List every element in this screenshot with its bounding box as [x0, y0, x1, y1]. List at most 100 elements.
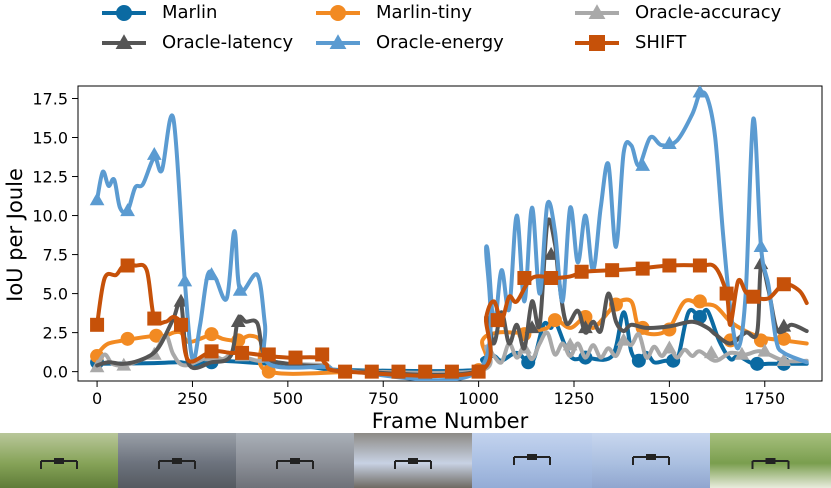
drone-silhouette-icon: [276, 458, 314, 469]
series-line-marlin-tiny: [95, 297, 809, 376]
data-point-oracle-energy: [635, 157, 651, 171]
x-tick-label: 1250: [554, 389, 595, 408]
x-tick-label: 500: [273, 389, 304, 408]
frame-thumbnail-drone-on-grass: [0, 433, 118, 488]
legend-label: Oracle-accuracy: [635, 2, 782, 23]
legend-marker: [330, 4, 346, 21]
data-point-shift: [574, 264, 589, 279]
series-oracle-latency: [95, 217, 809, 377]
data-point-oracle-latency: [776, 318, 792, 332]
data-point-marlin-tiny: [261, 364, 276, 379]
drone-silhouette-icon: [513, 454, 551, 465]
data-point-shift: [490, 313, 505, 328]
data-point-shift: [338, 364, 353, 379]
legend-swatch-oracle-accuracy: [575, 3, 619, 19]
series-line-oracle-latency: [95, 217, 809, 377]
x-tick-label: 1000: [458, 389, 499, 408]
data-point-oracle-accuracy: [562, 337, 578, 351]
legend-marker: [116, 4, 132, 21]
data-point-marlin-tiny: [547, 313, 562, 328]
series-shift: [90, 258, 809, 379]
y-axis-label: IoU per Joule: [3, 168, 27, 302]
data-point-oracle-accuracy: [776, 353, 792, 366]
series-group: [89, 86, 809, 381]
data-point-marlin-tiny: [120, 331, 135, 346]
data-point-marlin-tiny: [149, 328, 164, 343]
y-tick-label: 10.0: [32, 207, 68, 226]
legend-marker: [588, 3, 606, 19]
legend-label: Marlin: [162, 2, 218, 23]
legend-swatch-shift: [575, 34, 619, 51]
y-tick-label: 12.5: [32, 168, 68, 187]
x-axis-label: Frame Number: [372, 409, 529, 433]
legend-item-oracle-accuracy: Oracle-accuracy: [573, 2, 781, 23]
x-tick-label: 250: [177, 389, 208, 408]
legend-marker: [115, 33, 133, 49]
y-tick-label: 5.0: [43, 285, 68, 304]
data-point-shift: [517, 270, 532, 285]
data-point-shift: [746, 289, 761, 304]
legend-item-marlin: Marlin: [100, 2, 217, 23]
data-point-shift: [391, 364, 406, 379]
series-oracle-energy: [89, 86, 809, 381]
legend-item-oracle-latency: Oracle-latency: [100, 32, 293, 53]
data-point-oracle-latency: [524, 320, 540, 334]
data-point-oracle-energy: [232, 282, 248, 296]
data-point-oracle-energy: [204, 267, 219, 281]
frame-thumbnail-drone-hills-2: [236, 433, 354, 488]
y-tick-label: 2.5: [43, 324, 68, 343]
data-point-oracle-accuracy: [757, 343, 773, 357]
legend-item-shift: SHIFT: [573, 32, 686, 53]
data-point-oracle-accuracy: [616, 332, 631, 346]
data-point-marlin-tiny: [204, 327, 219, 342]
legend-label: SHIFT: [635, 32, 687, 53]
drone-silhouette-icon: [394, 458, 432, 469]
data-point-oracle-energy: [89, 192, 105, 206]
legend-marker: [589, 34, 605, 51]
frame-thumbnail-drone-on-field: [710, 433, 831, 488]
data-point-marlin-tiny: [692, 294, 707, 309]
y-tick-label: 0.0: [43, 363, 68, 382]
data-point-shift: [418, 364, 433, 379]
data-point-oracle-energy: [662, 136, 677, 150]
data-point-shift: [147, 311, 162, 326]
data-point-marlin: [631, 353, 646, 368]
data-point-shift: [315, 347, 330, 362]
x-tick-label: 750: [368, 389, 399, 408]
data-point-shift: [776, 277, 791, 292]
legend-swatch-marlin: [102, 4, 146, 21]
data-point-shift: [288, 350, 303, 365]
y-tick-label: 17.5: [32, 89, 68, 108]
x-tick-label: 1500: [649, 389, 690, 408]
legend-label: Marlin-tiny: [376, 2, 472, 23]
data-point-marlin-tiny: [776, 331, 791, 346]
data-point-oracle-energy: [692, 86, 708, 98]
data-point-oracle-energy: [177, 273, 193, 287]
data-point-shift: [235, 345, 250, 360]
frame-thumbnail-drone-in-sky-2: [592, 433, 710, 488]
data-point-shift: [261, 347, 276, 362]
legend-swatch-oracle-energy: [316, 33, 360, 49]
drone-silhouette-icon: [632, 454, 670, 465]
legend-swatch-oracle-latency: [102, 33, 146, 49]
data-point-shift: [120, 258, 135, 273]
data-point-oracle-latency: [578, 320, 593, 334]
data-point-oracle-accuracy: [704, 345, 719, 359]
data-point-oracle-energy: [120, 203, 135, 217]
data-point-oracle-accuracy: [734, 346, 750, 360]
legend-swatch-marlin-tiny: [316, 4, 360, 21]
data-point-shift: [364, 364, 379, 379]
data-point-shift: [544, 270, 559, 285]
data-point-shift: [204, 344, 219, 359]
legend-item-marlin-tiny: Marlin-tiny: [314, 2, 472, 23]
data-point-shift: [635, 261, 650, 276]
line-chart: 0 250 500 750 1000 1250 1500 1750 0.0 2.5 5.0 7.5 10…: [3, 85, 823, 433]
x-tick-label: 0: [92, 389, 102, 408]
data-point-shift: [174, 317, 189, 332]
drone-silhouette-icon: [158, 458, 196, 469]
data-point-shift: [471, 364, 486, 379]
data-point-oracle-energy: [146, 146, 162, 160]
axes: 0 250 500 750 1000 1250 1500 1750 0.0 2.5 5.0 7.5 10…: [32, 89, 785, 408]
series-line-shift: [95, 262, 809, 378]
frame-thumbnail-drone-in-sky-1: [472, 433, 592, 488]
